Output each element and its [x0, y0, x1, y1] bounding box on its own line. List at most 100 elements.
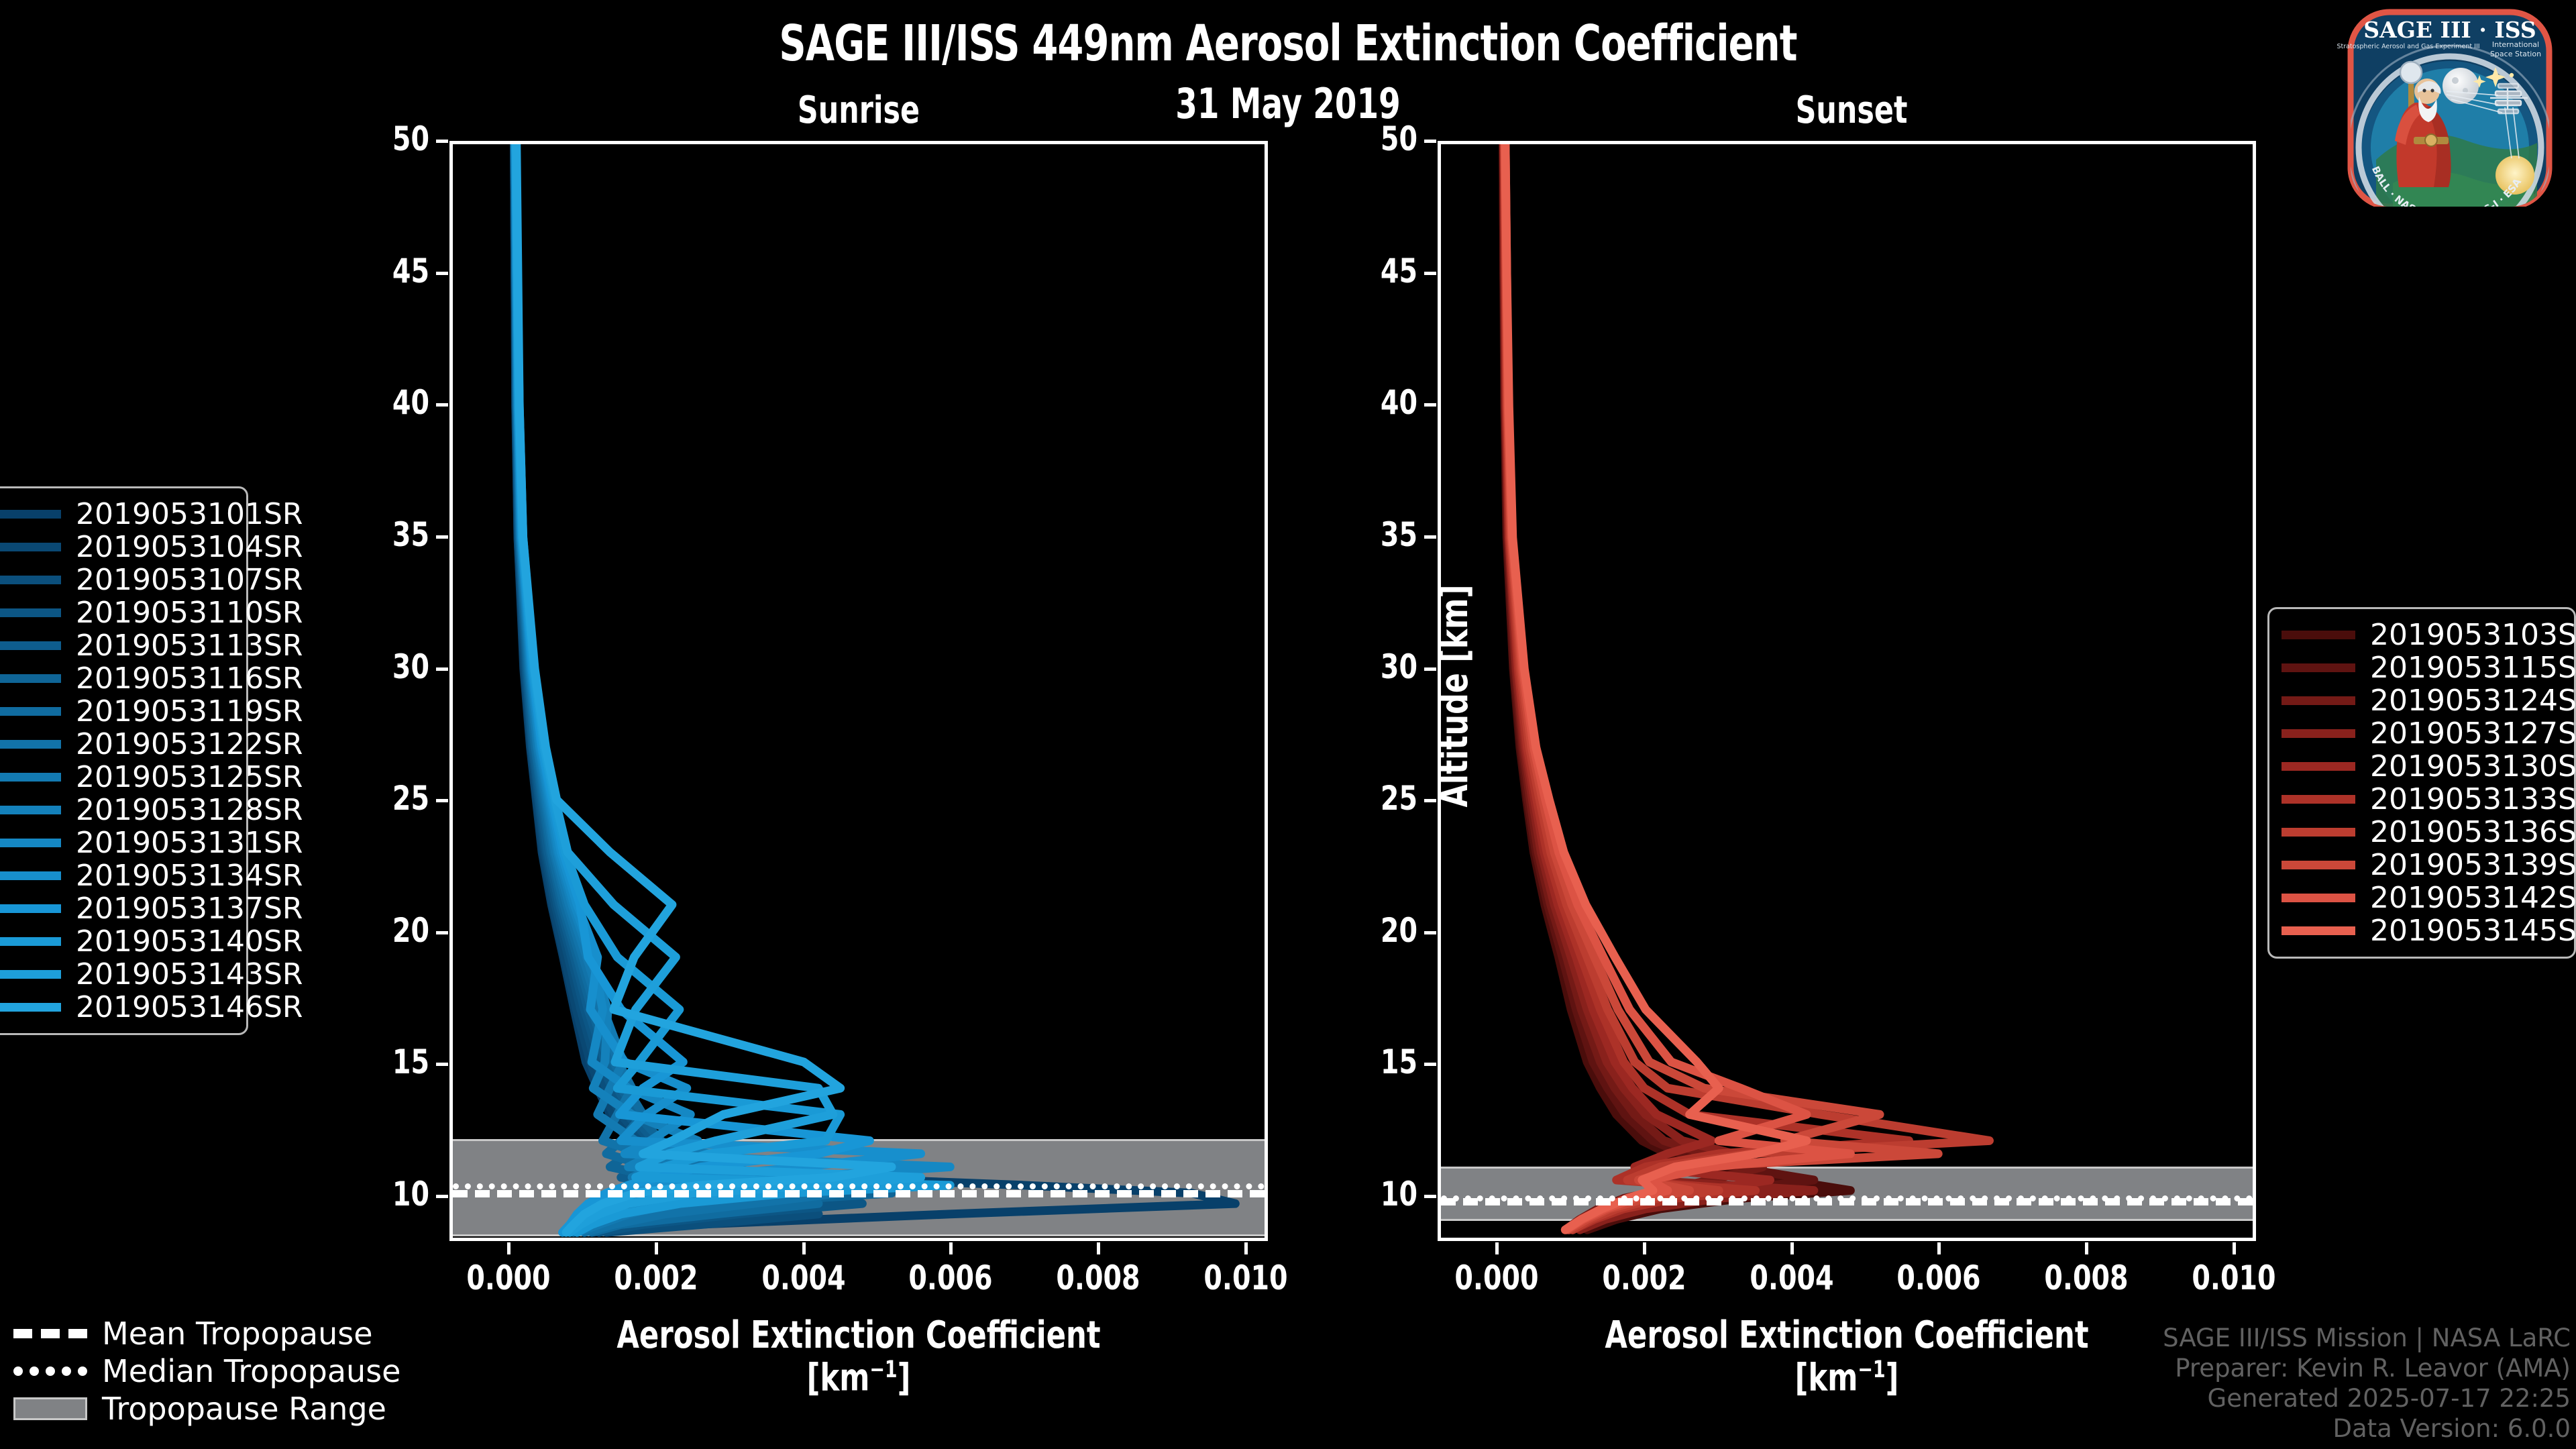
sunset-legend-item[interactable]: 2019053130SS [2282, 749, 2576, 784]
x-axis-tick-mark [802, 1242, 806, 1254]
tropopause-legend-item: Mean Tropopause [13, 1315, 376, 1352]
legend-color-swatch [0, 608, 61, 617]
legend-color-swatch [0, 773, 61, 782]
footer-line-generated: Generated 2025-07-17 22:25 [2207, 1383, 2571, 1413]
sunset-legend-item[interactable]: 2019053127SS [2282, 716, 2576, 751]
legend-item-label: 2019053131SR [76, 826, 303, 860]
tropopause-range-edge [1441, 1166, 2253, 1169]
sunrise-legend-item[interactable]: 2019053128SR [0, 793, 303, 827]
sunrise-legend-item[interactable]: 2019053107SR [0, 563, 303, 597]
legend-item-label: 2019053124SS [2370, 684, 2576, 718]
sunrise-legend-item[interactable]: 2019053119SR [0, 694, 303, 729]
legend-color-swatch [0, 510, 61, 519]
sunrise-legend[interactable]: 2019053101SR 2019053104SR 2019053107SR 2019… [0, 486, 303, 1035]
legend-item-label: 2019053139SS [2370, 848, 2576, 882]
legend-item-label: 2019053133SS [2370, 782, 2576, 816]
sunset-legend-item[interactable]: 2019053115SS [2282, 651, 2576, 685]
sunset-legend-item[interactable]: 2019053133SS [2282, 782, 2576, 816]
x-axis-tick-label: 0.006 [1896, 1258, 1981, 1297]
sage-iii-iss-mission-patch-logo: BALL · NASA TAS-I · ESA SAGE III · ISS S… [2329, 5, 2571, 210]
legend-color-swatch [2282, 762, 2355, 771]
y-axis-tick-label: 20 [392, 910, 429, 950]
y-axis-tick-mark [1424, 799, 1436, 803]
tropopause-legend-item: Median Tropopause [13, 1352, 400, 1390]
footer-line-mission: SAGE III/ISS Mission | NASA LaRC [2163, 1323, 2571, 1352]
legend-item-label: 2019053146SR [76, 990, 303, 1024]
logo-title-text: SAGE III · ISS [2363, 17, 2536, 43]
mean-tropopause-line [453, 1190, 1265, 1198]
x-axis-tick-label: 0.010 [2192, 1258, 2276, 1297]
legend-item-label: 2019053101SR [76, 497, 303, 531]
legend-color-swatch [2282, 729, 2355, 738]
legend-color-swatch [0, 707, 61, 716]
x-axis-tick-label: 0.000 [466, 1258, 551, 1297]
sunrise-x-axis-label: Aerosol Extinction Coefficient [km−1] [506, 1314, 1210, 1399]
sunset-legend[interactable]: 2019053103SS 2019053115SS 2019053124SS 2019… [2267, 607, 2576, 959]
sunrise-legend-item[interactable]: 2019053104SR [0, 530, 303, 564]
sunrise-legend-item[interactable]: 2019053131SR [0, 826, 303, 860]
legend-item-label: 2019053107SR [76, 563, 303, 597]
legend-color-swatch [0, 937, 61, 946]
legend-item-label: 2019053142SS [2370, 881, 2576, 915]
sunrise-legend-item[interactable]: 2019053113SR [0, 629, 303, 663]
sunrise-legend-item[interactable]: 2019053110SR [0, 596, 303, 630]
legend-item-label: 2019053143SR [76, 957, 303, 991]
mission-patch-svg: BALL · NASA TAS-I · ESA SAGE III · ISS S… [2337, 9, 2553, 210]
x-axis-label-line-2: [km−1] [1794, 1356, 1899, 1400]
sunrise-legend-item[interactable]: 2019053140SR [0, 924, 303, 959]
legend-color-swatch [0, 806, 61, 814]
sunset-legend-item[interactable]: 2019053139SS [2282, 848, 2576, 882]
x-axis-tick-mark [1642, 1242, 1646, 1254]
sunset-legend-item[interactable]: 2019053145SS [2282, 914, 2576, 948]
tropopause-legend-label: Mean Tropopause [102, 1316, 373, 1352]
sunset-legend-item[interactable]: 2019053136SS [2282, 815, 2576, 849]
profile-line [511, 144, 904, 1237]
tropopause-range-edge [1441, 1218, 2253, 1221]
x-axis-tick-mark [2085, 1242, 2089, 1254]
y-axis-tick-label: 25 [392, 779, 429, 818]
y-axis-tick-mark [1424, 271, 1436, 275]
x-axis-tick-mark [2233, 1242, 2237, 1254]
x-axis-tick-label: 0.000 [1454, 1258, 1539, 1297]
profile-line [511, 144, 926, 1237]
profile-line [1501, 144, 1855, 1234]
x-axis-tick-label: 0.002 [614, 1258, 698, 1297]
y-axis-tick-mark [436, 799, 448, 803]
profile-line [1500, 144, 1943, 1234]
mean-tropopause-line [1441, 1198, 2253, 1206]
sunrise-legend-item[interactable]: 2019053143SR [0, 957, 303, 991]
x-axis-tick-mark [1790, 1242, 1794, 1254]
sunrise-legend-item[interactable]: 2019053116SR [0, 661, 303, 696]
legend-color-swatch [2282, 696, 2355, 705]
page-subtitle-date: 31 May 2019 [1175, 79, 1401, 128]
x-axis-tick-mark [1097, 1242, 1101, 1254]
y-axis-tick-label: 50 [1380, 119, 1417, 158]
legend-color-swatch [0, 871, 61, 880]
sunrise-legend-item[interactable]: 2019053122SR [0, 727, 303, 761]
sunset-legend-item[interactable]: 2019053142SS [2282, 881, 2576, 915]
legend-item-label: 2019053137SR [76, 892, 303, 926]
y-axis-tick-mark [436, 667, 448, 671]
tropopause-legend-swatch [13, 1366, 87, 1376]
legend-color-swatch [0, 740, 61, 749]
sunset-legend-item[interactable]: 2019053124SS [2282, 684, 2576, 718]
footer-line-preparer: Preparer: Kevin R. Leavor (AMA) [2175, 1353, 2571, 1383]
tropopause-legend: Mean Tropopause Median Tropopause Tropopau… [13, 1315, 400, 1428]
profile-line [1500, 144, 1994, 1234]
sunrise-legend-item[interactable]: 2019053101SR [0, 497, 303, 531]
y-axis-tick-mark [436, 1195, 448, 1199]
legend-item-label: 2019053103SS [2370, 618, 2576, 652]
sunset-legend-item[interactable]: 2019053103SS [2282, 618, 2576, 652]
legend-color-swatch [0, 543, 61, 551]
median-tropopause-line [453, 1183, 1265, 1189]
x-axis-tick-mark [654, 1242, 658, 1254]
sunrise-legend-item[interactable]: 2019053125SR [0, 760, 303, 794]
y-axis-tick-label: 30 [1380, 647, 1417, 686]
legend-item-label: 2019053115SS [2370, 651, 2576, 685]
profile-line [511, 144, 955, 1237]
legend-item-label: 2019053125SR [76, 760, 303, 794]
legend-item-label: 2019053119SR [76, 694, 303, 729]
sunrise-legend-item[interactable]: 2019053146SR [0, 990, 303, 1024]
sunrise-legend-item[interactable]: 2019053137SR [0, 892, 303, 926]
sunrise-legend-item[interactable]: 2019053134SR [0, 859, 303, 893]
